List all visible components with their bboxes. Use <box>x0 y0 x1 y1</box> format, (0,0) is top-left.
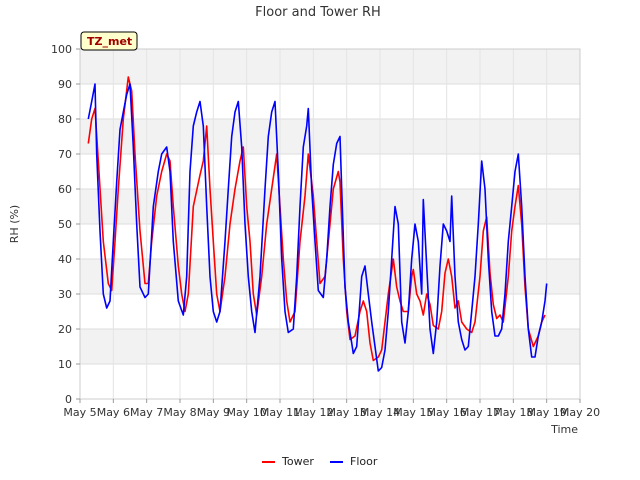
x-tick-label: May 19 <box>527 406 567 419</box>
y-tick-label: 40 <box>58 253 72 266</box>
y-tick-label: 60 <box>58 183 72 196</box>
background-band <box>80 84 580 119</box>
x-tick-label: May 15 <box>393 406 433 419</box>
x-tick-label: May 17 <box>460 406 500 419</box>
x-tick-label: May 8 <box>163 406 196 419</box>
station-badge-box <box>80 31 138 51</box>
x-tick-label: May 14 <box>360 406 400 419</box>
x-tick-label: May 10 <box>227 406 267 419</box>
background-band <box>80 154 580 189</box>
x-tick-label: May 16 <box>427 406 467 419</box>
legend: Tower Floor <box>262 455 378 468</box>
background-band <box>80 364 580 399</box>
background-band <box>80 49 580 84</box>
legend-label-floor: Floor <box>350 455 378 468</box>
y-tick-label: 50 <box>58 218 72 231</box>
x-tick-label: May 18 <box>493 406 533 419</box>
y-tick-label: 100 <box>51 43 72 56</box>
y-tick-label: 20 <box>58 323 72 336</box>
background-band <box>80 119 580 154</box>
x-axis-label: Time <box>550 423 578 436</box>
series-line-floor <box>87 83 548 372</box>
station-badge: TZ_met <box>80 31 138 51</box>
series-layer <box>87 76 548 372</box>
x-tick-label: May 11 <box>260 406 300 419</box>
x-tick-label: May 12 <box>293 406 333 419</box>
background-band <box>80 329 580 364</box>
y-tick-label: 80 <box>58 113 72 126</box>
chart-title: Floor and Tower RH <box>255 5 381 20</box>
y-tick-label: 10 <box>58 358 72 371</box>
legend-label-tower: Tower <box>281 455 314 468</box>
station-badge-label: TZ_met <box>87 35 132 48</box>
x-tick-label: May 6 <box>97 406 130 419</box>
plot-background-bands <box>80 49 580 399</box>
y-tick-label: 90 <box>58 78 72 91</box>
y-axis-label: RH (%) <box>8 205 21 243</box>
x-tick-label: May 20 <box>560 406 600 419</box>
background-band <box>80 294 580 329</box>
y-tick-label: 70 <box>58 148 72 161</box>
x-tick-label: May 7 <box>130 406 163 419</box>
y-tick-label: 0 <box>65 393 72 406</box>
x-tick-label: May 5 <box>63 406 96 419</box>
y-tick-label: 30 <box>58 288 72 301</box>
y-axis-ticks: 0 10 20 30 40 50 60 70 80 90 100 <box>51 43 80 406</box>
background-band <box>80 259 580 294</box>
x-tick-label: May 13 <box>327 406 367 419</box>
x-tick-label: May 9 <box>197 406 230 419</box>
